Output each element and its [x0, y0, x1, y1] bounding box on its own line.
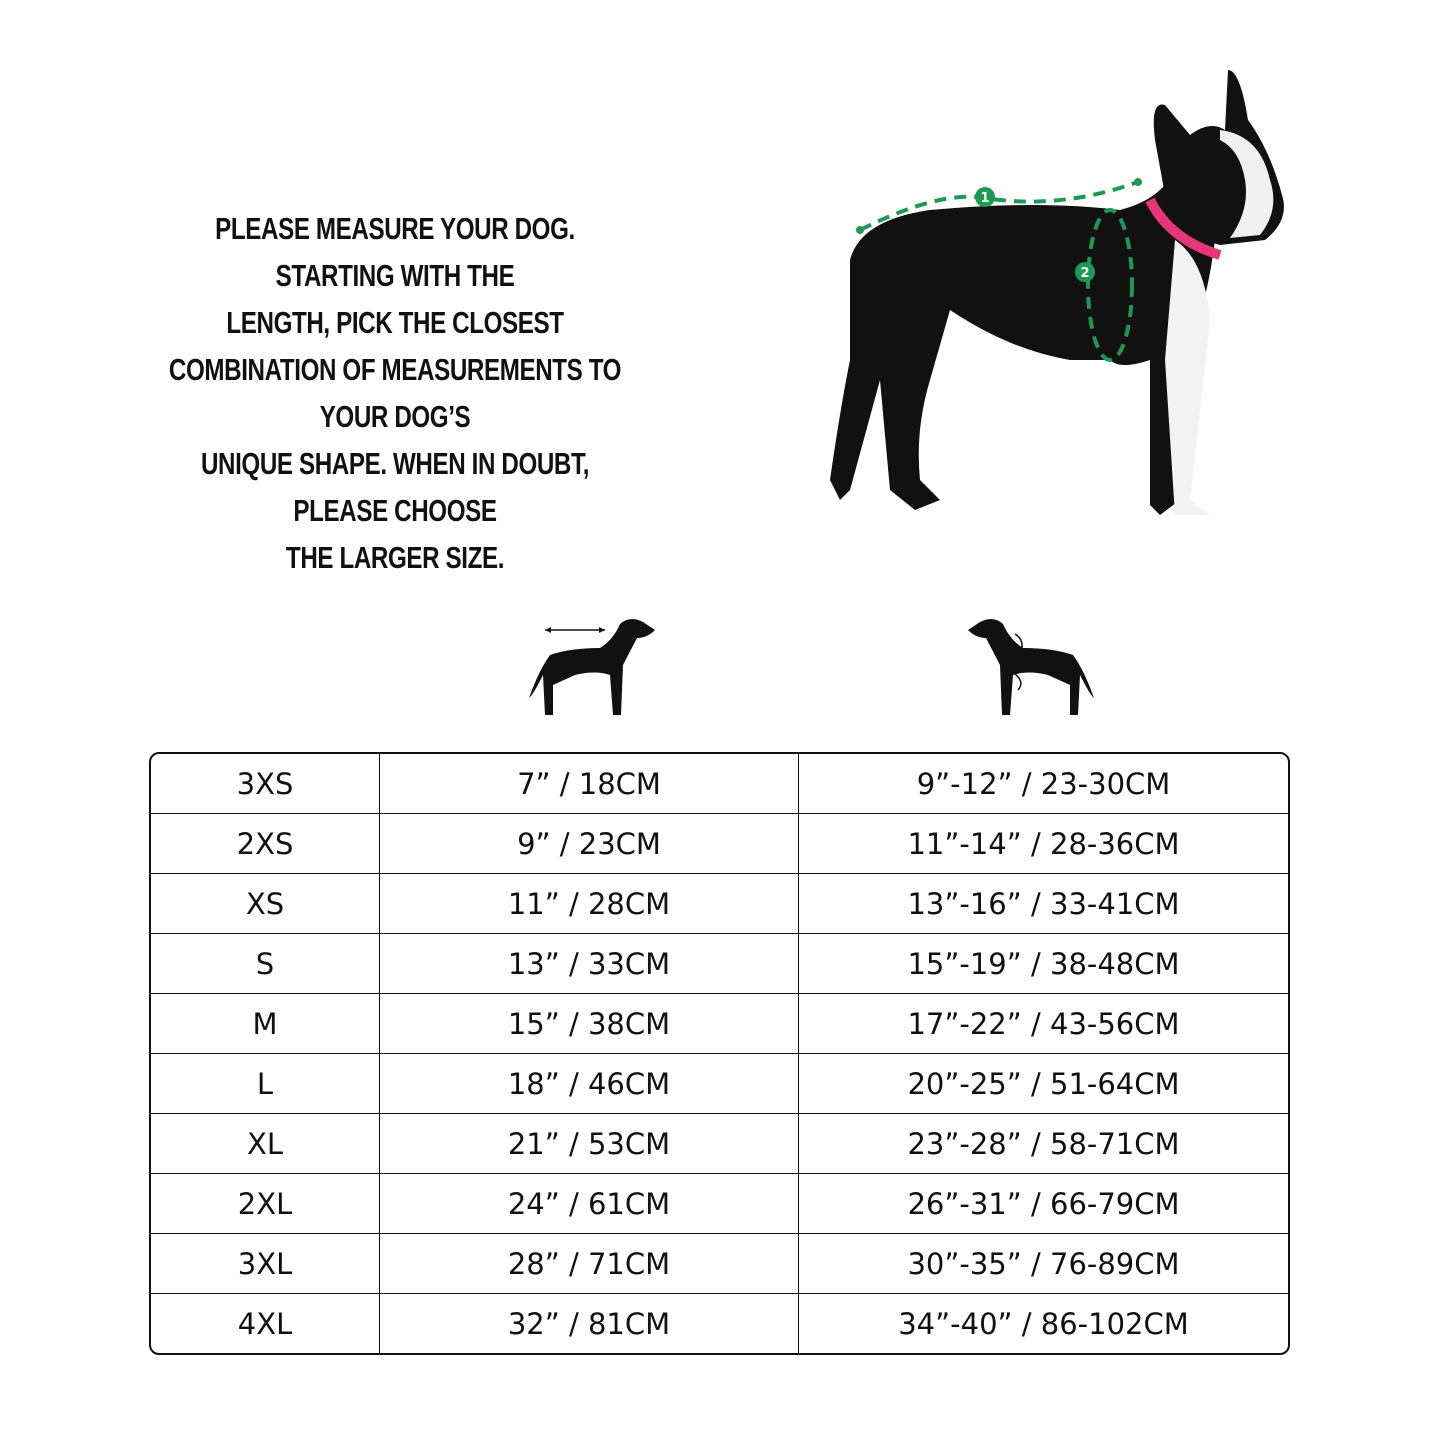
size-cell: XL — [151, 1113, 380, 1174]
dog-girth-silhouette-icon — [968, 618, 1094, 715]
size-row: 4XL 32” / 81CM 34”-40” / 86-102CM — [151, 1293, 1288, 1353]
size-cell: 4XL — [151, 1293, 380, 1353]
girth-measure-line — [1086, 208, 1134, 362]
length-cell: 11” / 28CM — [379, 873, 799, 934]
girth-cell: 15”-19” / 38-48CM — [798, 933, 1288, 994]
instruction-line: PLEASE MEASURE YOUR DOG. STARTING WITH T… — [215, 211, 575, 293]
girth-cell: 13”-16” / 33-41CM — [798, 873, 1288, 934]
collar — [1145, 197, 1222, 260]
instruction-line: THE LARGER SIZE. — [285, 540, 505, 575]
length-cell: 21” / 53CM — [379, 1113, 799, 1174]
size-row: L 18” / 46CM 20”-25” / 51-64CM — [151, 1053, 1288, 1114]
size-row: S 13” / 33CM 15”-19” / 38-48CM — [151, 933, 1288, 994]
length-cell: 7” / 18CM — [379, 754, 799, 814]
length-cell: 32” / 81CM — [379, 1293, 799, 1353]
size-cell: 2XS — [151, 813, 380, 874]
size-row: 2XS 9” / 23CM 11”-14” / 28-36CM — [151, 813, 1288, 874]
marker-2 — [1075, 262, 1095, 282]
dog-face-white — [1220, 130, 1274, 238]
marker-1 — [975, 187, 995, 207]
size-cell: XS — [151, 873, 380, 934]
size-row: 2XL 24” / 61CM 26”-31” / 66-79CM — [151, 1173, 1288, 1234]
dog-chest — [1165, 240, 1210, 515]
girth-cell: 34”-40” / 86-102CM — [898, 1306, 1189, 1341]
size-row: 3XS 7” / 18CM 9”-12” / 23-30CM — [151, 754, 1288, 814]
girth-cell: 9”-12” / 23-30CM — [798, 754, 1288, 814]
size-chart-table: 3XS 7” / 18CM 9”-12” / 23-30CM 2XS 9” / 23CM… — [149, 752, 1290, 1355]
girth-cell: 30”-35” / 76-89CM — [798, 1233, 1288, 1294]
instruction-line: LENGTH, PICK THE CLOSEST — [226, 305, 564, 340]
size-cell: 2XL — [151, 1173, 380, 1234]
size-row: M 15” / 38CM 17”-22” / 43-56CM — [151, 993, 1288, 1054]
length-cell: 18” / 46CM — [379, 1053, 799, 1114]
girth-cell: 11”-14” / 28-36CM — [798, 813, 1288, 874]
size-cell: S — [151, 933, 380, 994]
length-cell: 9” / 23CM — [379, 813, 799, 874]
size-row: XL 21” / 53CM 23”-28” / 58-71CM — [151, 1113, 1288, 1174]
size-cell: 3XL — [151, 1233, 380, 1294]
instruction-line: COMBINATION OF MEASUREMENTS TO YOUR DOG’… — [168, 352, 622, 434]
girth-cell: 23”-28” / 58-71CM — [798, 1113, 1288, 1174]
marker-2-label: 2 — [1080, 266, 1089, 281]
girth-cell: 17”-22” / 43-56CM — [798, 993, 1288, 1054]
length-cell: 15” / 38CM — [379, 993, 799, 1054]
dog-length-silhouette-icon — [529, 618, 655, 715]
size-cell: L — [151, 1053, 380, 1114]
length-cell: 24” / 61CM — [379, 1173, 799, 1234]
size-row: 3XL 28” / 71CM 30”-35” / 76-89CM — [151, 1233, 1288, 1294]
size-cell: M — [151, 993, 380, 1054]
size-row: XS 11” / 28CM 13”-16” / 33-41CM — [151, 873, 1288, 934]
length-cell: 13” / 33CM — [379, 933, 799, 994]
dog-body — [830, 160, 1215, 515]
girth-cell: 20”-25” / 51-64CM — [798, 1053, 1288, 1114]
girth-cell: 26”-31” / 66-79CM — [798, 1173, 1288, 1234]
marker-1-label: 1 — [980, 191, 989, 206]
length-cell: 28” / 71CM — [379, 1233, 799, 1294]
dog-measurement-photo: 1 2 — [830, 70, 1284, 515]
measuring-instructions: PLEASE MEASURE YOUR DOG. STARTING WITH T… — [161, 205, 629, 581]
instruction-line: UNIQUE SHAPE. WHEN IN DOUBT, PLEASE CHOO… — [200, 446, 590, 528]
size-cell: 3XS — [151, 754, 380, 814]
